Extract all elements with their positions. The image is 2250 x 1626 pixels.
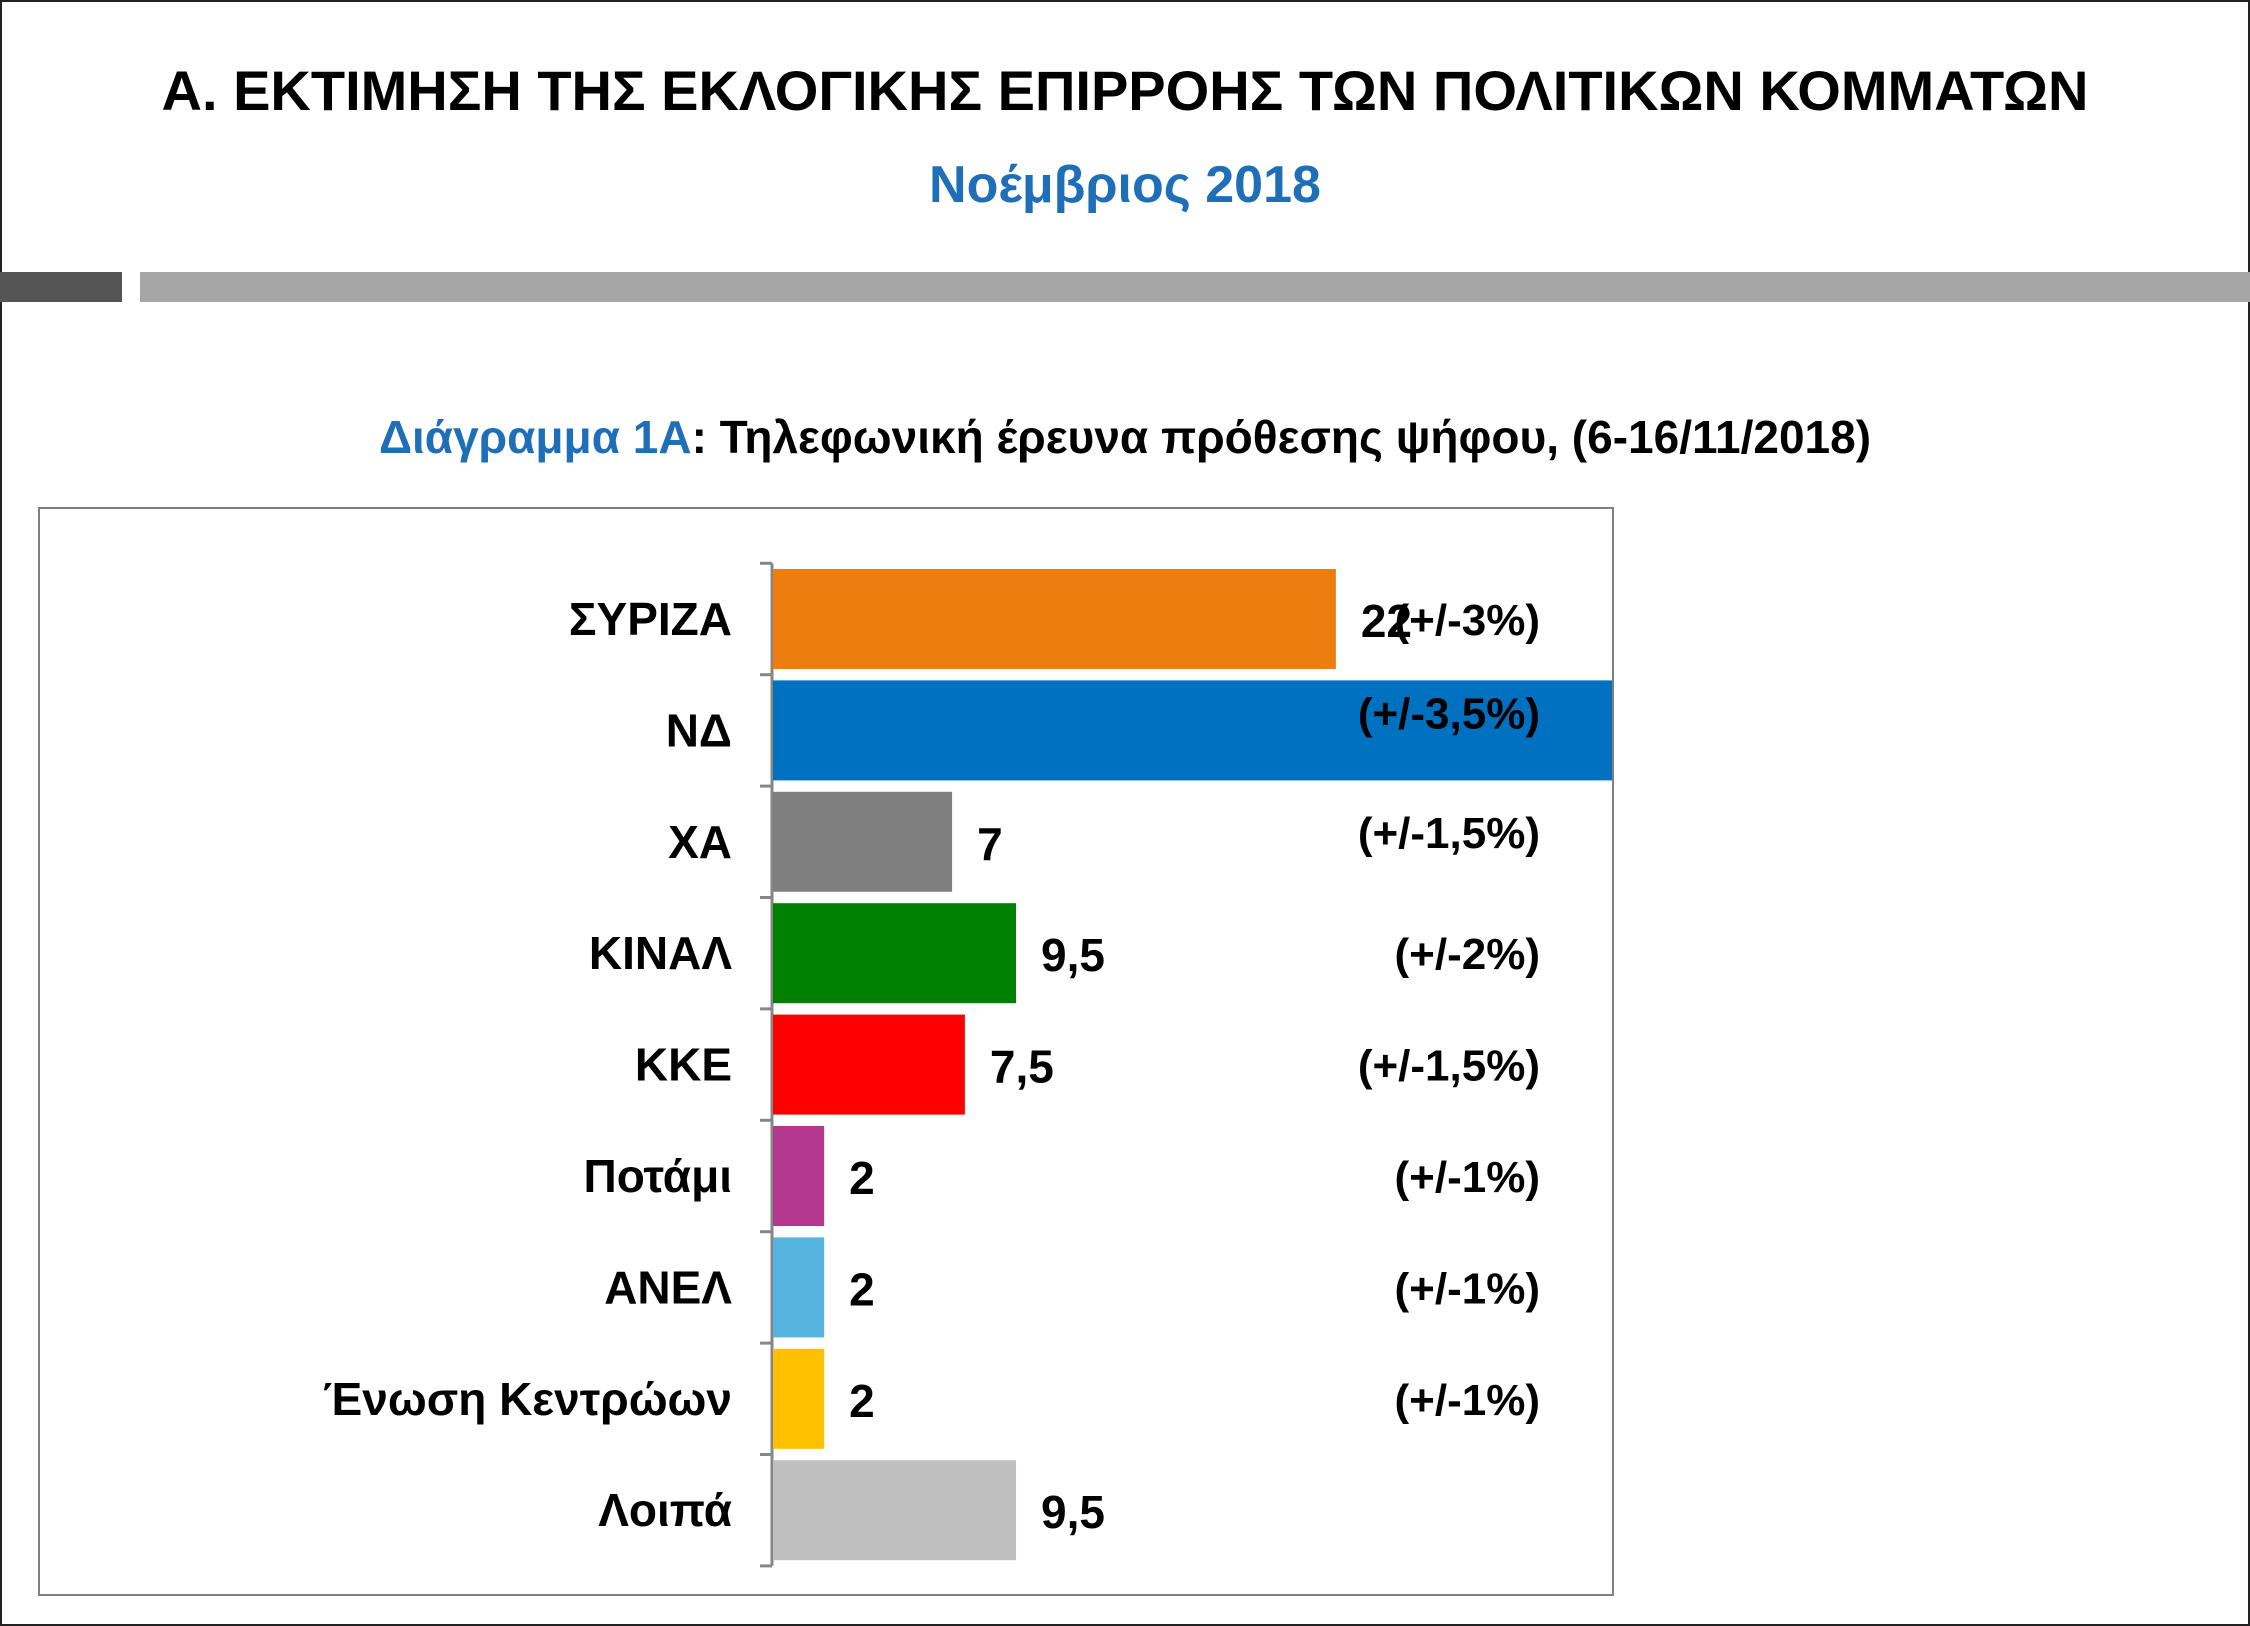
bar (773, 903, 1017, 1004)
value-label: 9,5 (1041, 929, 1105, 981)
margin-of-error-label: (+/-1%) (1395, 1264, 1540, 1313)
category-label: ΧΑ (668, 816, 732, 868)
bar (773, 569, 1336, 669)
value-label: 7 (977, 818, 1003, 870)
category-label: ΑΝΕΛ (604, 1261, 732, 1313)
chart-box: ΣΥΡΙΖΑ22(+/-3%)ΝΔ38,5(+/-3,5%)ΧΑ7(+/-1,5… (38, 507, 1614, 1596)
bar (773, 1460, 1017, 1561)
category-label: Ποτάμι (584, 1150, 733, 1202)
margin-of-error-label: (+/-1,5%) (1358, 1042, 1540, 1091)
bar (773, 791, 953, 892)
margin-of-error-label: (+/-1,5%) (1358, 809, 1540, 858)
page-title: Α. ΕΚΤΙΜΗΣΗ ΤΗΣ ΕΚΛΟΓΙΚΗΣ ΕΠΙΡΡΟΗΣ ΤΩΝ Π… (161, 59, 2089, 122)
chart-caption: Διάγραμμα 1Α: Τηλεφωνική έρευνα πρόθεσης… (0, 410, 2250, 464)
chart-caption-rest: : Τηλεφωνική έρευνα πρόθεσης ψήφου, (6-1… (691, 411, 1872, 463)
category-label: ΣΥΡΙΖΑ (569, 593, 732, 645)
chart-caption-lead: Διάγραμμα 1Α (378, 411, 692, 463)
bar (773, 680, 1612, 781)
margin-of-error-label: (+/-2%) (1395, 930, 1540, 979)
bar (773, 1237, 825, 1338)
page-subtitle: Νοέμβριος 2018 (929, 156, 1321, 214)
value-label: 7,5 (990, 1041, 1054, 1093)
value-label: 22 (1361, 595, 1412, 647)
margin-of-error-label: (+/-1%) (1395, 1376, 1540, 1425)
bar (773, 1014, 965, 1115)
category-label: Λοιπά (598, 1484, 732, 1536)
category-label: ΚΙΝΑΛ (589, 927, 732, 979)
bar-chart: ΣΥΡΙΖΑ22(+/-3%)ΝΔ38,5(+/-3,5%)ΧΑ7(+/-1,5… (323, 561, 1612, 1568)
bar (773, 1126, 825, 1226)
value-label: 2 (849, 1263, 875, 1315)
margin-of-error-label: (+/-3,5%) (1358, 689, 1540, 738)
value-label: 9,5 (1041, 1486, 1105, 1538)
category-label: Ένωση Κεντρώων (323, 1373, 732, 1425)
margin-of-error-label: (+/-3%) (1395, 596, 1540, 645)
divider-light (140, 272, 2250, 302)
value-label: 2 (849, 1152, 875, 1204)
category-label: ΚΚΕ (635, 1039, 732, 1091)
margin-of-error-label: (+/-1%) (1395, 1153, 1540, 1202)
value-label: 2 (849, 1375, 875, 1427)
category-label: ΝΔ (666, 704, 732, 756)
bar (773, 1348, 825, 1449)
divider-dark (0, 272, 122, 302)
